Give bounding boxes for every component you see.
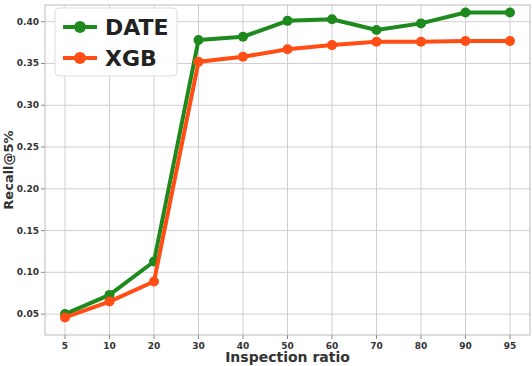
y-tick-label: 0.35 <box>17 58 39 68</box>
x-axis-label: Inspection ratio <box>225 349 350 365</box>
legend: DATE XGB <box>55 8 177 76</box>
x-tick-label: 10 <box>103 341 116 351</box>
x-tick <box>65 335 66 339</box>
x-tick <box>109 335 110 339</box>
y-grid-line <box>45 188 530 189</box>
y-tick-label: 0.15 <box>17 226 39 236</box>
series-marker <box>505 36 515 46</box>
x-grid-line <box>376 5 377 335</box>
x-tick <box>287 335 288 339</box>
y-grid-line <box>45 147 530 148</box>
x-tick-label: 80 <box>415 341 428 351</box>
series-marker <box>327 40 337 50</box>
x-grid-line <box>465 5 466 335</box>
x-tick-label: 95 <box>504 341 517 351</box>
series-marker <box>372 37 382 47</box>
series-marker <box>327 14 337 24</box>
x-tick <box>154 335 155 339</box>
y-grid-line <box>45 230 530 231</box>
x-grid-line <box>332 5 333 335</box>
y-tick-label: 0.05 <box>17 309 39 319</box>
x-grid-line <box>421 5 422 335</box>
x-tick <box>421 335 422 339</box>
x-tick <box>198 335 199 339</box>
series-marker <box>461 8 471 18</box>
series-marker <box>60 312 70 322</box>
legend-box <box>55 8 177 76</box>
plot-frame <box>45 5 530 335</box>
legend-marker <box>74 52 86 64</box>
x-tick-label: 30 <box>192 341 205 351</box>
y-tick-label: 0.30 <box>17 100 39 110</box>
y-tick <box>41 188 45 189</box>
y-tick-label: 0.25 <box>17 142 39 152</box>
y-tick <box>41 314 45 315</box>
y-grid-line <box>45 105 530 106</box>
x-grid-line <box>198 5 199 335</box>
series-marker <box>238 52 248 62</box>
series-line <box>65 41 510 318</box>
x-grid-line <box>510 5 511 335</box>
x-tick <box>510 335 511 339</box>
plot-area <box>60 8 515 323</box>
legend-label: DATE <box>105 15 169 40</box>
series-marker <box>416 18 426 28</box>
grid <box>45 5 530 335</box>
y-tick-label: 0.40 <box>17 17 39 27</box>
y-grid-line <box>45 272 530 273</box>
series-marker <box>105 297 115 307</box>
series-marker <box>461 36 471 46</box>
y-tick-label: 0.20 <box>17 184 39 194</box>
series-marker <box>283 44 293 54</box>
x-tick-label: 20 <box>148 341 161 351</box>
y-tick <box>41 230 45 231</box>
x-tick <box>332 335 333 339</box>
legend-marker <box>74 21 86 33</box>
x-grid-line <box>287 5 288 335</box>
series-marker <box>416 37 426 47</box>
series-marker <box>238 32 248 42</box>
series-marker <box>505 8 515 18</box>
y-grid-line <box>45 314 530 315</box>
series-line <box>65 13 510 315</box>
x-tick-label: 5 <box>62 341 68 351</box>
series-marker <box>372 25 382 35</box>
y-tick <box>41 105 45 106</box>
x-tick <box>465 335 466 339</box>
series-marker <box>283 16 293 26</box>
y-tick <box>41 272 45 273</box>
x-tick-label: 70 <box>370 341 383 351</box>
y-tick <box>41 21 45 22</box>
y-axis-label: Recall@5% <box>1 130 16 209</box>
y-tick-label: 0.10 <box>17 267 39 277</box>
series-marker <box>194 35 204 45</box>
series-marker <box>149 277 159 287</box>
x-tick <box>376 335 377 339</box>
y-tick <box>41 147 45 148</box>
y-tick <box>41 63 45 64</box>
legend-label: XGB <box>105 46 157 71</box>
x-tick <box>243 335 244 339</box>
x-tick-label: 90 <box>459 341 472 351</box>
series-marker <box>194 57 204 67</box>
